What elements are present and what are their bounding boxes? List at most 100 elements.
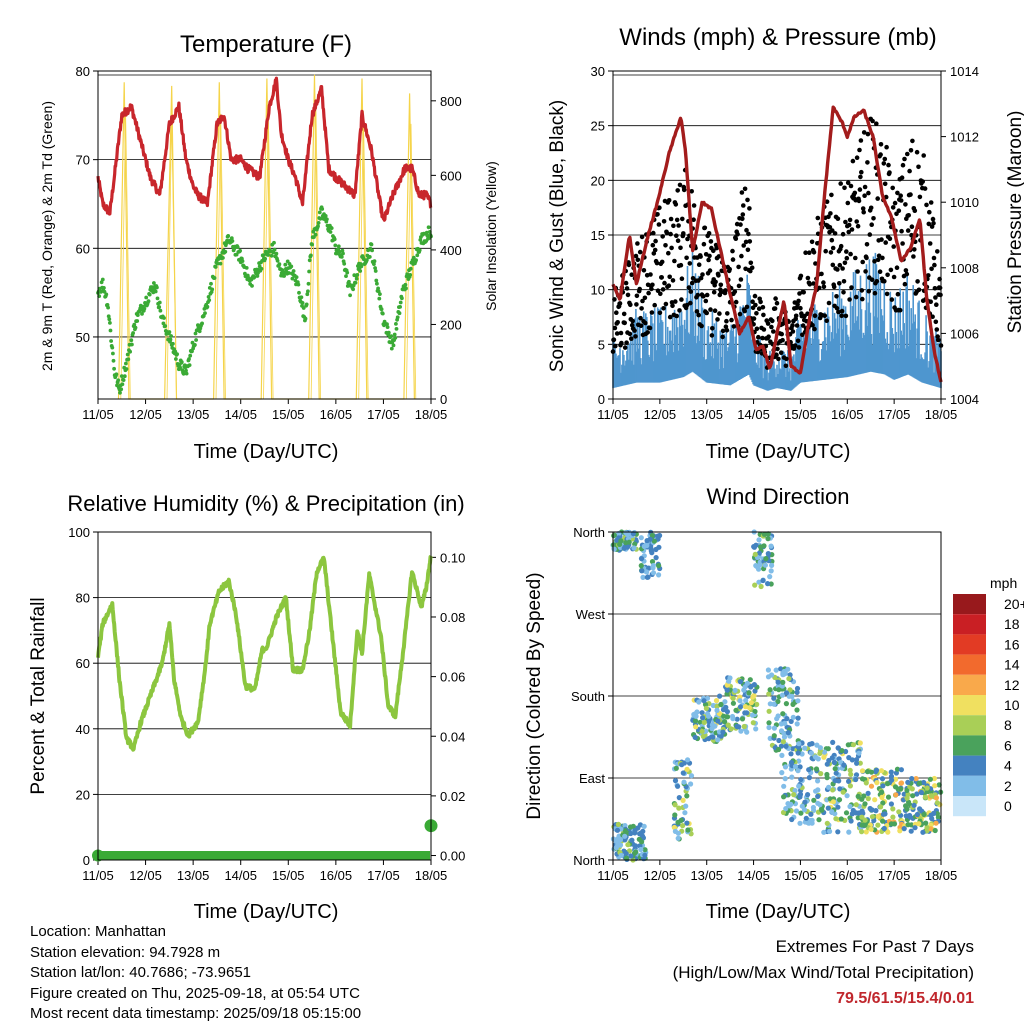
gust-point xyxy=(738,277,744,282)
dewpoint-point xyxy=(184,371,189,376)
wind-direction-point xyxy=(849,811,855,817)
wind-direction-point xyxy=(903,803,909,809)
gust-point xyxy=(741,243,746,248)
wind-direction-point xyxy=(613,838,620,845)
wind-direction-point xyxy=(888,769,894,775)
wind-direction-point xyxy=(744,729,750,735)
y-tick-label: 25 xyxy=(591,119,605,134)
gust-point xyxy=(837,281,842,286)
dewpoint-point xyxy=(184,368,188,373)
wind-direction-point xyxy=(840,789,846,795)
dewpoint-point xyxy=(193,331,198,336)
wind-direction-point xyxy=(891,821,898,827)
wind-direction-point xyxy=(859,829,865,835)
wind-direction-point xyxy=(753,563,759,569)
gust-point xyxy=(688,300,693,306)
gust-point xyxy=(679,276,685,282)
wind-direction-point xyxy=(815,787,821,793)
wind-direction-point xyxy=(738,728,744,734)
gust-point xyxy=(838,181,843,186)
wind-direction-point xyxy=(815,778,821,784)
wind-direction-point xyxy=(807,741,813,747)
wind-direction-point xyxy=(774,716,780,722)
wind-direction-point xyxy=(806,767,812,773)
gust-point xyxy=(716,273,721,278)
wind-direction-point xyxy=(684,766,690,773)
wind-direction-point xyxy=(932,783,938,789)
wind-direction-point xyxy=(897,828,903,834)
wind-direction-point xyxy=(703,705,710,712)
wind-direction-point xyxy=(779,770,785,776)
dewpoint-point xyxy=(104,292,109,297)
wind-direction-point xyxy=(924,824,930,831)
wind-direction-point xyxy=(741,687,747,693)
legend-label: 6 xyxy=(1004,737,1012,753)
winds-ylabel-right: Station Pressure (Maroon) xyxy=(1005,111,1024,334)
gust-point xyxy=(812,326,817,332)
wind-direction-point xyxy=(923,820,929,826)
wind-direction-point xyxy=(688,781,694,787)
wind-direction-point xyxy=(898,780,905,786)
wind-direction-point xyxy=(647,536,653,542)
wind-direction-point xyxy=(847,803,853,810)
dewpoint-point xyxy=(372,259,377,264)
gust-point xyxy=(629,336,634,342)
wind-direction-point xyxy=(673,765,679,771)
gust-point xyxy=(837,262,843,268)
gust-point xyxy=(931,220,936,226)
gust-point xyxy=(660,287,666,292)
wind-direction-point xyxy=(827,828,833,835)
wind-direction-point xyxy=(646,565,652,571)
dewpoint-point xyxy=(124,361,128,366)
wind-direction-point xyxy=(873,769,879,775)
winds-plot-area: 0 5 10 15 20 25 30 1004 1006 1008 1010 1012 1014 11/0… xyxy=(591,64,979,422)
gust-point xyxy=(874,121,879,126)
gust-point xyxy=(611,337,617,343)
wind-direction-point xyxy=(788,751,794,757)
gust-point xyxy=(855,223,861,229)
wind-direction-point xyxy=(862,817,868,823)
wind-direction-point xyxy=(788,718,794,725)
dewpoint-point xyxy=(106,314,111,319)
wind-direction-point xyxy=(642,852,648,858)
temperature-2m-line xyxy=(96,76,433,222)
wind-direction-point xyxy=(839,748,845,754)
gust-point xyxy=(911,254,916,259)
wind-direction-point xyxy=(888,801,895,807)
dewpoint-point xyxy=(351,287,355,292)
gust-point xyxy=(702,225,708,231)
x-tick-label: 13/05 xyxy=(690,868,723,883)
gust-point xyxy=(863,269,868,274)
wind-direction-point xyxy=(684,793,690,799)
dewpoint-point xyxy=(355,273,360,277)
gust-point xyxy=(626,262,632,268)
gust-point xyxy=(835,267,840,272)
gust-point xyxy=(675,188,680,193)
wind-direction-point xyxy=(699,710,705,716)
dewpoint-point xyxy=(316,221,321,225)
wind-direction-point xyxy=(761,531,768,537)
dewpoint-point xyxy=(135,313,140,317)
wind-direction-point xyxy=(751,682,758,688)
gust-point xyxy=(695,292,701,298)
wind-direction-point xyxy=(879,776,886,782)
gust-point xyxy=(834,306,840,311)
gust-point xyxy=(761,327,767,332)
gust-point xyxy=(909,224,915,229)
wind-direction-point xyxy=(682,810,688,816)
wind-direction-point xyxy=(878,804,884,810)
y-tick-label: 40 xyxy=(76,722,90,737)
wind-direction-point xyxy=(868,826,874,832)
gust-point xyxy=(878,142,884,147)
wind-direction-point xyxy=(639,568,645,574)
wind-direction-point xyxy=(730,700,737,706)
dewpoint-point xyxy=(394,327,399,331)
gust-point xyxy=(733,236,739,241)
gust-point xyxy=(635,241,640,246)
gust-point xyxy=(681,231,686,236)
wind-direction-point xyxy=(765,667,772,673)
wind-direction-point xyxy=(880,818,886,824)
dewpoint-point xyxy=(193,343,197,347)
legend-label: 0 xyxy=(1004,798,1012,814)
x-tick-label: 15/05 xyxy=(784,407,817,422)
